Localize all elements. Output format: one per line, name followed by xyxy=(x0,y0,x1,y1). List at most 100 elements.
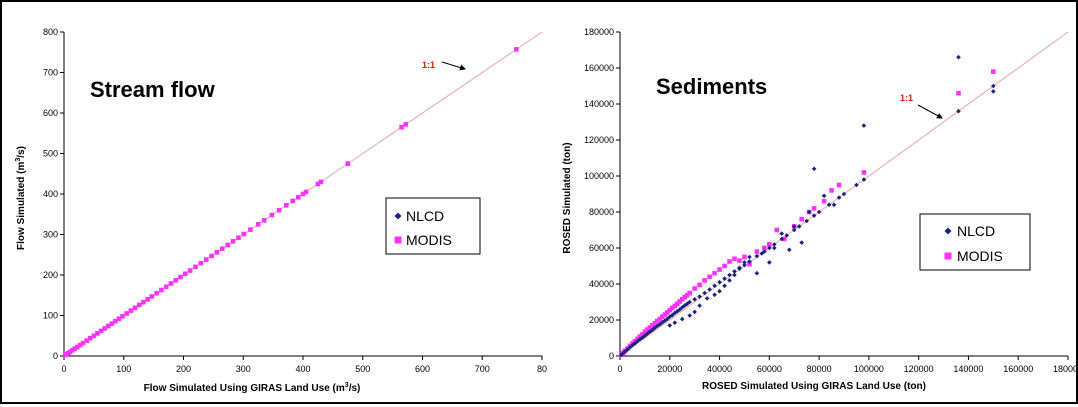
sediments-modis-point xyxy=(660,314,665,320)
sediments-nlcd-point xyxy=(784,233,790,238)
stream-flow-modis-point xyxy=(187,268,193,273)
stream-flow-y-tick-label: 800 xyxy=(43,27,58,37)
sediments-nlcd-point xyxy=(727,278,732,283)
stream-flow-modis-point xyxy=(399,124,404,130)
sediments-modis-point xyxy=(774,227,780,233)
sediments-legend-modis-marker xyxy=(944,252,952,260)
sediments-modis-point xyxy=(662,312,668,317)
sediments-nlcd-point xyxy=(861,123,867,128)
sediments-legend-modis-label: MODIS xyxy=(957,248,1003,264)
stream-flow-modis-point xyxy=(303,189,309,195)
stream-flow-modis-point xyxy=(173,277,179,283)
stream-flow-modis-point xyxy=(105,323,111,329)
sediments-nlcd-point xyxy=(722,276,727,281)
sediments-nlcd-point xyxy=(811,213,817,218)
sediments-x-tick-label: 60000 xyxy=(757,364,782,374)
stream-flow-modis-point xyxy=(132,305,138,311)
stream-flow-x-tick-label: 700 xyxy=(475,364,490,374)
stream-flow-legend-box xyxy=(385,197,481,255)
stream-flow-modis-point xyxy=(128,308,134,313)
stream-flow-modis-point xyxy=(203,257,209,262)
sediments-y-tick-label: 40000 xyxy=(589,279,614,289)
stream-flow-modis-point xyxy=(295,194,301,200)
sediments-modis-point xyxy=(712,270,717,276)
sediments-annotation-arrow xyxy=(917,104,943,119)
sediments-modis-point xyxy=(677,299,683,304)
sediments-modis-point xyxy=(692,286,697,291)
sediments-y-tick-label: 100000 xyxy=(584,171,614,181)
sediments-nlcd-point xyxy=(664,316,670,322)
stream-flow-modis-point xyxy=(318,179,324,185)
sediments-nlcd-point xyxy=(742,262,747,268)
stream-flow-legend-modis-marker xyxy=(394,236,402,244)
stream-flow-modis-point xyxy=(261,218,267,223)
stream-flow-modis-point xyxy=(315,181,321,187)
sediments-legend-box xyxy=(919,213,1031,271)
sediments-nlcd-point xyxy=(702,290,707,296)
sediments-nlcd-point xyxy=(811,166,817,172)
stream-flow-modis-point xyxy=(403,122,409,127)
sediments-modis-point xyxy=(657,316,663,322)
sediments-nlcd-point xyxy=(620,351,625,357)
sediments-nlcd-point xyxy=(717,279,722,285)
sediments-modis-point xyxy=(640,332,645,337)
sediments-modis-point xyxy=(650,323,655,328)
sediments-nlcd-point xyxy=(647,329,653,334)
sediments-modis-point xyxy=(781,236,787,242)
sediments-nlcd-point xyxy=(816,209,822,215)
stream-flow-x-tick-label: 80 xyxy=(537,364,547,374)
sediments-modis-point xyxy=(727,259,732,264)
sediments-modis-point xyxy=(991,69,996,74)
sediments-one-to-one-label: 1:1 xyxy=(900,93,913,103)
sediments-nlcd-point xyxy=(826,202,832,208)
sediments-nlcd-point xyxy=(622,349,628,354)
sediments-modis-point xyxy=(664,310,670,315)
sediments-nlcd-point xyxy=(779,236,785,242)
stream-flow-modis-point xyxy=(283,203,289,208)
stream-flow-modis-point xyxy=(113,318,118,324)
sediments-modis-point xyxy=(655,318,660,324)
sediments-nlcd-point xyxy=(697,303,702,308)
sediments-modis-point xyxy=(754,249,760,254)
sediments-x-tick-label: 0 xyxy=(617,364,622,374)
sediments-nlcd-point xyxy=(727,272,732,278)
stream-flow-y-axis-title: Flow Simulated (m3/s) xyxy=(15,146,27,250)
sediments-y-tick-label: 140000 xyxy=(584,99,614,109)
stream-flow-x-tick-label: 400 xyxy=(295,364,310,374)
sediments-modis-point xyxy=(799,216,804,222)
sediments-nlcd-point xyxy=(772,245,777,251)
sediments-nlcd-point xyxy=(732,269,737,274)
stream-flow-x-axis-title: Flow Simulated Using GIRAS Land Use (m3/… xyxy=(144,382,361,394)
sediments-legend: NLCD MODIS xyxy=(919,213,1031,271)
sediments-nlcd-point xyxy=(799,240,804,245)
stream-flow-modis-point xyxy=(345,161,351,166)
stream-flow-points xyxy=(62,47,519,358)
sediments-modis-point xyxy=(742,254,747,260)
sediments-y-tick-label: 160000 xyxy=(584,63,614,73)
sediments-nlcd-point xyxy=(712,283,717,289)
stream-flow-x-tick-label: 0 xyxy=(61,364,66,374)
sediments-modis-point xyxy=(645,327,650,332)
stream-flow-x-tick-label: 300 xyxy=(236,364,251,374)
stream-flow-modis-point xyxy=(136,302,142,308)
sediments-x-tick-label: 180000 xyxy=(1053,364,1076,374)
sediments-nlcd-point xyxy=(687,299,692,305)
sediments-modis-point xyxy=(697,282,702,288)
stream-flow-modis-point xyxy=(269,212,275,218)
sediments-nlcd-point xyxy=(956,54,961,60)
sediments-modis-point xyxy=(637,334,643,339)
sediments-modis-point xyxy=(747,261,752,267)
sediments-nlcd-point xyxy=(692,297,697,302)
sediments-title: Sediments xyxy=(656,74,767,99)
stream-flow-y-tick-label: 500 xyxy=(43,149,58,159)
sediments-y-tick-label: 120000 xyxy=(584,135,614,145)
sediments-modis-point xyxy=(669,305,675,311)
sediments-y-axis-title: ROSED Simulated (ton) xyxy=(562,142,573,253)
sediments-x-tick-label: 20000 xyxy=(657,364,682,374)
sediments-modis-point xyxy=(861,170,867,175)
sediments-panel: 0 20000 40000 60000 80000 100000 120000 140000 1… xyxy=(562,27,1078,392)
stream-flow-modis-point xyxy=(109,321,115,326)
stream-flow-one-to-one-label: 1:1 xyxy=(422,60,435,70)
sediments-nlcd-point xyxy=(779,231,785,236)
sediments-modis-point xyxy=(674,301,680,307)
